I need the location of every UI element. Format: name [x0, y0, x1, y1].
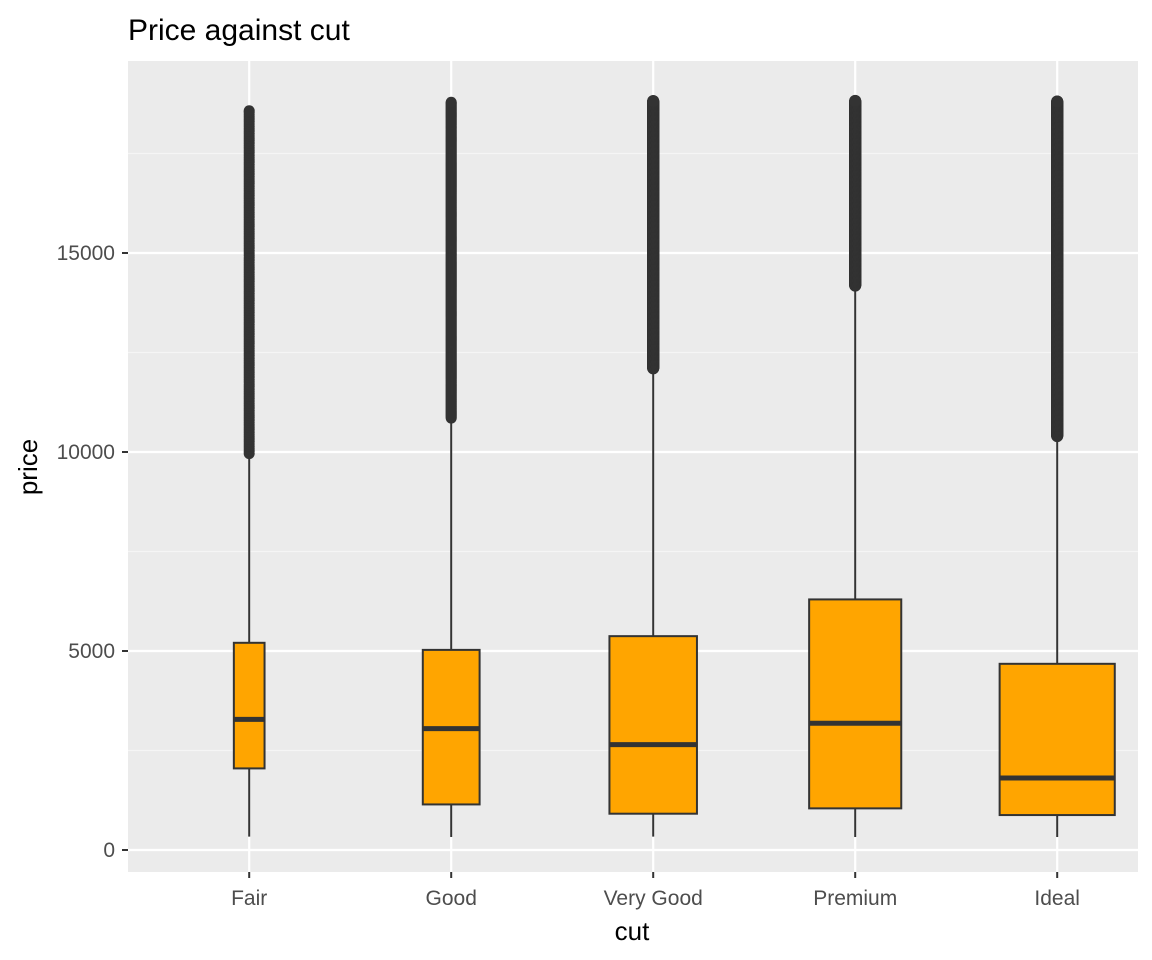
iqr-box — [998, 662, 1116, 817]
outlier-point — [243, 105, 255, 117]
outlier-point — [1051, 95, 1064, 108]
x-tick-label: Premium — [813, 887, 897, 910]
iqr-box — [232, 641, 266, 770]
x-tick-label: Ideal — [1034, 887, 1080, 910]
box-fair — [232, 105, 266, 837]
outliers — [445, 96, 457, 424]
y-tick-label: 15000 — [57, 242, 115, 265]
x-tick-label: Fair — [231, 887, 267, 910]
outliers — [1051, 95, 1064, 443]
x-axis: Fair Good Very Good Premium Ideal — [231, 872, 1080, 910]
y-tick-label: 5000 — [68, 640, 115, 663]
outlier-point — [849, 94, 862, 107]
y-tick-label: 0 — [103, 839, 115, 862]
outliers — [243, 105, 255, 460]
box-very-good — [608, 95, 698, 837]
chart-title: Price against cut — [128, 14, 350, 47]
box-premium — [808, 94, 903, 838]
x-axis-title: cut — [615, 916, 650, 946]
y-axis: 0 5000 10000 15000 — [57, 242, 128, 862]
box-good — [421, 96, 481, 837]
outlier-point — [647, 95, 660, 108]
box-series — [232, 94, 1116, 838]
x-tick-label: Very Good — [604, 887, 703, 910]
outliers — [647, 95, 660, 375]
minor-gridlines — [128, 152, 1138, 752]
y-tick-label: 10000 — [57, 441, 115, 464]
iqr-box — [808, 598, 903, 810]
box-ideal — [998, 95, 1116, 838]
outlier-point — [445, 96, 457, 108]
outliers — [849, 94, 862, 292]
x-tick-label: Good — [426, 887, 477, 910]
y-axis-title: price — [13, 439, 43, 495]
iqr-box — [608, 635, 698, 815]
